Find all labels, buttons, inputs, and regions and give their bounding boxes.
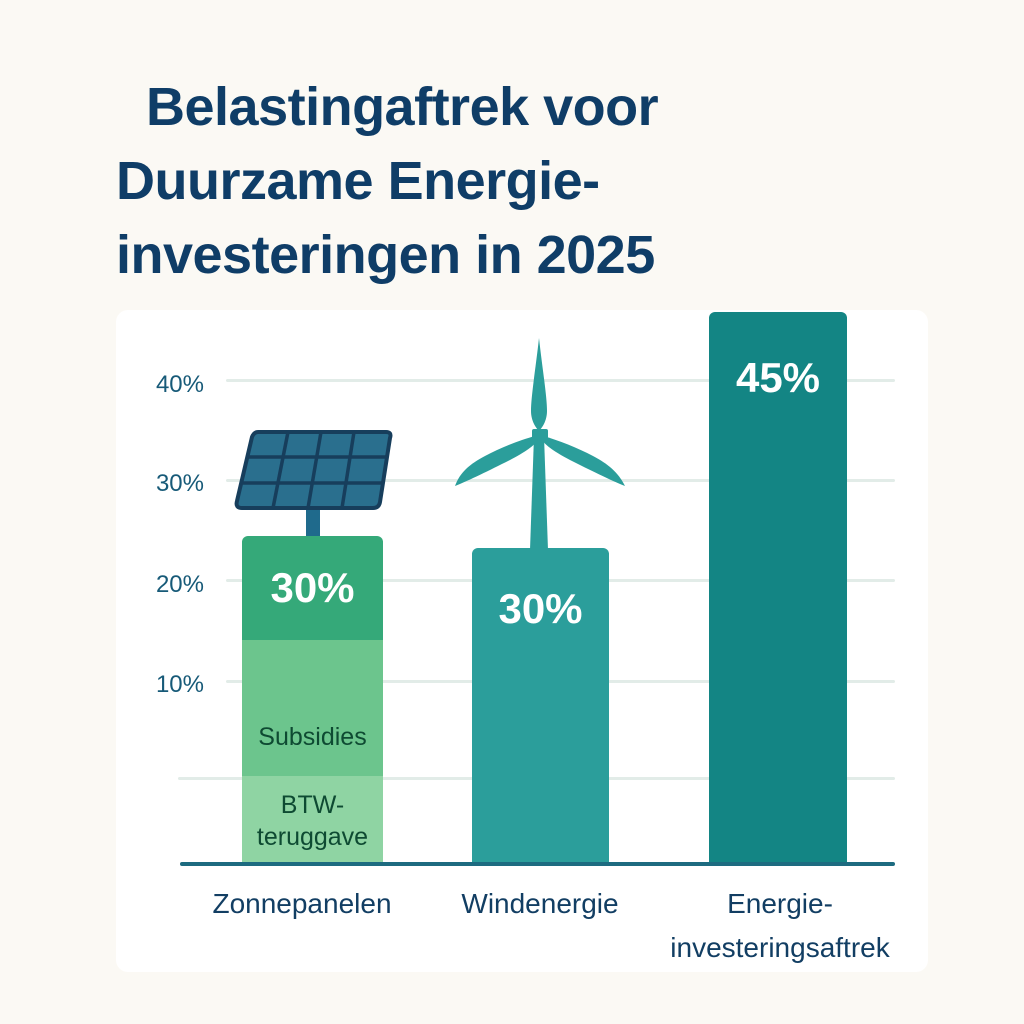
title-line-2: Duurzame Energie- — [116, 151, 600, 211]
y-tick-30: 30% — [155, 470, 204, 497]
x-label-windenergie: Windenergie — [461, 888, 619, 919]
segment-label-btw-line2: teruggave — [256, 823, 369, 851]
y-tick-10: 10% — [155, 671, 204, 698]
chart-title: Belastingaftrek voor Duurzame Energie- i… — [116, 70, 896, 292]
bar-zonnepanelen: 30% Subsidies BTW- teruggave — [242, 536, 383, 864]
bar-value-energie-investeringsaftrek: 45% — [735, 354, 821, 401]
x-label-zonnepanelen: Zonnepanelen — [212, 888, 392, 919]
bar-value-windenergie: 30% — [498, 585, 583, 632]
gridline-30 — [226, 479, 895, 482]
segment-label-subsidies: Subsidies — [258, 723, 367, 751]
y-tick-40: 40% — [155, 371, 204, 398]
segment-belastingaftrek: 30% — [242, 536, 383, 640]
bar-energie-investeringsaftrek: 45% — [709, 312, 847, 864]
title-line-3: investeringen in 2025 — [116, 225, 655, 285]
segment-subsidies: Subsidies — [242, 640, 383, 776]
wind-turbine-icon — [455, 338, 625, 550]
title-line-1: Belastingaftrek voor — [146, 77, 659, 137]
x-label-eia-line2: investeringsaftrek — [670, 932, 890, 963]
x-axis-baseline — [180, 862, 895, 866]
bar-windenergie: 30% — [472, 548, 609, 864]
y-tick-20: 20% — [155, 571, 204, 598]
x-label-eia-line1: Energie- — [727, 888, 833, 919]
bar-value-zonnepanelen: 30% — [270, 564, 355, 611]
solar-panel-icon — [234, 430, 393, 538]
segment-label-btw-line1: BTW- — [280, 791, 345, 819]
gridline-40 — [226, 379, 895, 382]
segment-btw-teruggave: BTW- teruggave — [242, 776, 383, 864]
